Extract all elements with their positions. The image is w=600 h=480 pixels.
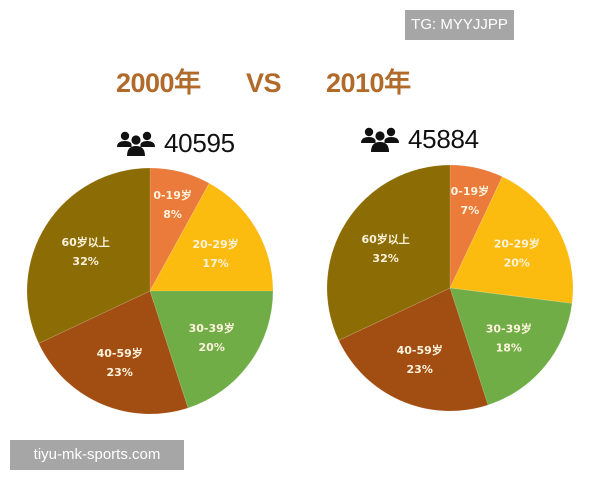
pie-slice-60-plus — [26, 167, 151, 344]
pie-chart-2010: 0-19岁 7% 20-29岁 20% 30-39岁 18% 40-59岁 23% 60岁以上 3… — [326, 164, 574, 412]
pie-slice-60-plus — [326, 164, 451, 341]
slice-category-label: 60岁以上 — [361, 232, 409, 246]
people-group-icon — [361, 127, 399, 152]
pie-slice-20-29 — [149, 182, 274, 292]
slice-category-label: 40-59岁 — [397, 343, 443, 357]
population-count-2000: 40595 — [164, 127, 235, 158]
slice-category-label: 0-19岁 — [451, 184, 490, 198]
population-2000: 40595 — [117, 128, 235, 158]
slice-category-label: 0-19岁 — [153, 188, 192, 202]
slice-category-label: 30-39岁 — [189, 321, 235, 335]
watermark-top: TG: MYYJJPP — [405, 10, 514, 40]
pie-slice-0-19 — [149, 167, 210, 292]
pie-slice-40-59 — [38, 290, 189, 415]
pie-slice-40-59 — [338, 287, 489, 412]
slice-percent-label: 18% — [496, 342, 522, 355]
pie-slice-30-39 — [449, 287, 573, 406]
slice-percent-label: 8% — [163, 208, 182, 221]
slice-percent-label: 32% — [72, 255, 98, 268]
slice-category-label: 20-29岁 — [494, 236, 540, 250]
slice-percent-label: 23% — [107, 366, 133, 379]
slice-percent-label: 32% — [372, 252, 398, 265]
slice-percent-label: 20% — [504, 256, 530, 269]
slice-percent-label: 20% — [199, 341, 225, 354]
title-year-2010: 2010年 — [326, 68, 411, 98]
slice-percent-label: 17% — [202, 257, 228, 270]
people-group-icon — [117, 131, 155, 156]
slice-percent-label: 7% — [461, 204, 480, 217]
watermark-bottom: tiyu-mk-sports.com — [10, 440, 184, 470]
pie-slice-0-19 — [449, 164, 503, 289]
population-2010: 45884 — [361, 124, 479, 154]
pie-slice-20-29 — [449, 176, 574, 304]
pie-chart-2000: 0-19岁 8% 20-29岁 17% 30-39岁 20% 40-59岁 23% 60岁以上 3… — [26, 167, 274, 415]
slice-percent-label: 23% — [407, 363, 433, 376]
slice-category-label: 30-39岁 — [486, 322, 532, 336]
title-year-2000: 2000年 — [116, 68, 201, 98]
population-count-2010: 45884 — [408, 123, 479, 154]
slice-category-label: 60岁以上 — [61, 235, 109, 249]
slice-category-label: 40-59岁 — [97, 346, 143, 360]
slice-category-label: 20-29岁 — [193, 237, 239, 251]
pie-slice-30-39 — [149, 290, 274, 409]
title-vs: VS — [246, 68, 282, 98]
